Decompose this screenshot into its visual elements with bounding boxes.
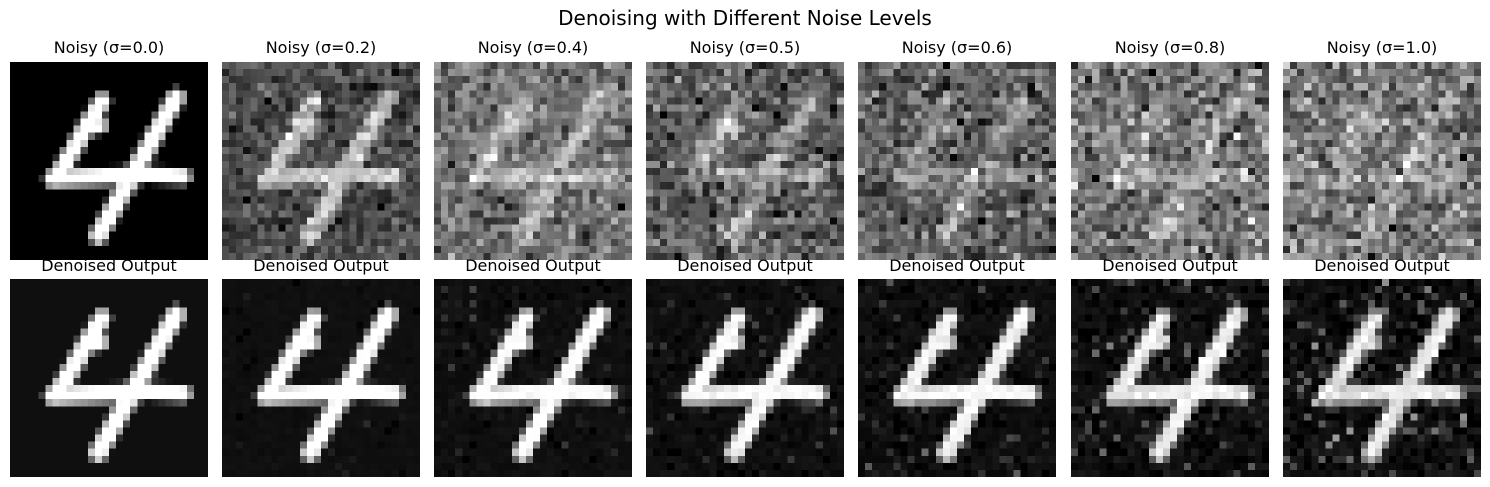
noisy-pixel-grid <box>646 62 844 260</box>
noisy-digit-image <box>858 62 1056 260</box>
denoised-panel-title: Denoised Output <box>1102 256 1238 275</box>
denoised-panel-title: Denoised Output <box>889 256 1025 275</box>
denoised-digit-image <box>1283 279 1481 477</box>
denoised-digit-image <box>10 279 208 477</box>
noisy-panel-title: Noisy (σ=0.5) <box>689 38 801 57</box>
denoised-pixel-grid <box>1283 279 1481 477</box>
denoised-pixel-grid <box>1071 279 1269 477</box>
denoised-digit-image <box>1071 279 1269 477</box>
denoised-digit-image <box>222 279 420 477</box>
denoised-panel-title: Denoised Output <box>677 256 813 275</box>
noisy-digit-image <box>1071 62 1269 260</box>
noisy-pixel-grid <box>434 62 632 260</box>
noisy-panel-title: Noisy (σ=0.2) <box>265 38 377 57</box>
noisy-pixel-grid <box>10 62 208 260</box>
noisy-pixel-grid <box>222 62 420 260</box>
noisy-panel-title: Noisy (σ=1.0) <box>1326 38 1438 57</box>
figure-title: Denoising with Different Noise Levels <box>558 6 932 30</box>
denoised-panel-title: Denoised Output <box>1314 256 1450 275</box>
denoised-digit-image <box>646 279 844 477</box>
denoised-pixel-grid <box>858 279 1056 477</box>
denoised-pixel-grid <box>646 279 844 477</box>
noisy-digit-image <box>1283 62 1481 260</box>
denoised-panel-title: Denoised Output <box>465 256 601 275</box>
noisy-digit-image <box>10 62 208 260</box>
denoised-pixel-grid <box>434 279 632 477</box>
noisy-panel-title: Noisy (σ=0.8) <box>1114 38 1226 57</box>
noisy-panel-title: Noisy (σ=0.0) <box>53 38 165 57</box>
denoised-digit-image <box>858 279 1056 477</box>
denoised-pixel-grid <box>10 279 208 477</box>
noisy-panel-title: Noisy (σ=0.6) <box>901 38 1013 57</box>
noisy-digit-image <box>434 62 632 260</box>
noisy-digit-image <box>222 62 420 260</box>
denoised-digit-image <box>434 279 632 477</box>
noisy-digit-image <box>646 62 844 260</box>
noisy-pixel-grid <box>1283 62 1481 260</box>
noisy-panel-title: Noisy (σ=0.4) <box>477 38 589 57</box>
denoised-panel-title: Denoised Output <box>41 256 177 275</box>
noisy-pixel-grid <box>858 62 1056 260</box>
denoised-panel-title: Denoised Output <box>253 256 389 275</box>
denoised-pixel-grid <box>222 279 420 477</box>
noisy-pixel-grid <box>1071 62 1269 260</box>
